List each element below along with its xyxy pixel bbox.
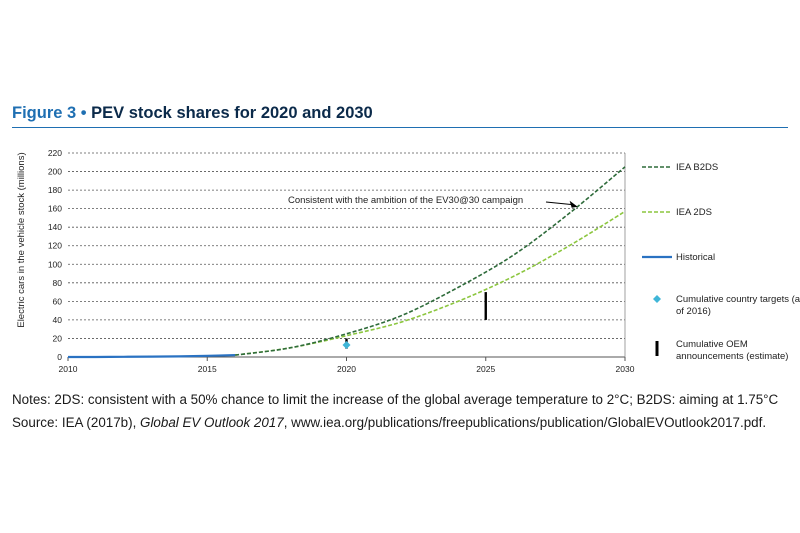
x-tick-label-2025: 2025: [476, 364, 495, 374]
series-line-iea-b2ds: [234, 166, 626, 356]
figure-number: Figure 3: [12, 104, 77, 122]
source-suffix: , www.iea.org/publications/freepublicati…: [283, 415, 767, 430]
legend-label-b2ds: IEA B2DS: [676, 162, 718, 173]
notes-text: Notes: 2DS: consistent with a 50% chance…: [12, 392, 779, 407]
y-tick-label-40: 40: [53, 315, 63, 325]
legend-label-historical: Historical: [676, 252, 715, 263]
country-target-marker-2020: [342, 340, 351, 349]
y-tick-label-60: 60: [53, 296, 63, 306]
y-tick-label-80: 80: [53, 278, 63, 288]
x-tick-label-2020: 2020: [337, 364, 356, 374]
series-line-iea-2ds: [234, 210, 626, 356]
y-tick-label-120: 120: [48, 241, 62, 251]
legend-label-oem-1: Cumulative OEM: [676, 339, 748, 350]
y-tick-label-140: 140: [48, 222, 62, 232]
source-prefix: Source: IEA (2017b),: [12, 415, 141, 430]
series-line-historical: [67, 354, 236, 359]
x-tick-label-2010: 2010: [59, 364, 78, 374]
legend-label-targets-1: Cumulative country targets (as: [676, 294, 800, 305]
marker-layer: [342, 292, 487, 349]
y-tick-label-0: 0: [57, 352, 62, 362]
y-tick-label-100: 100: [48, 259, 62, 269]
y-axis-label: Electric cars in the vehicle stock (mill…: [16, 152, 27, 327]
y-tick-label-160: 160: [48, 204, 62, 214]
pev-stock-chart: 0 20 40 60 80 100 120 140 160 180 200 220 2010 2015 20…: [16, 148, 800, 374]
legend: IEA B2DS IEA 2DS Historical Cumulative c…: [642, 162, 800, 362]
y-tick-label-20: 20: [53, 333, 63, 343]
x-tick-label-2015: 2015: [198, 364, 217, 374]
series-layer: [67, 166, 626, 359]
title-rule: [12, 127, 788, 128]
annotation: Consistent with the ambition of the EV30…: [288, 195, 578, 208]
annotation-text: Consistent with the ambition of the EV30…: [288, 195, 523, 206]
source-title: Global EV Outlook 2017: [140, 415, 284, 430]
annotation-arrow-line: [545, 201, 574, 206]
x-tick-label-2030: 2030: [616, 364, 635, 374]
grid-lines: [68, 152, 625, 339]
y-tick-label-200: 200: [48, 167, 62, 177]
axes: 0 20 40 60 80 100 120 140 160 180 200 220 2010 2015 20…: [48, 148, 635, 374]
legend-label-oem-2: announcements (estimate): [676, 351, 788, 362]
legend-label-2ds: IEA 2DS: [676, 207, 712, 218]
source-text: Source: IEA (2017b), Global EV Outlook 2…: [12, 415, 766, 430]
annotation-arrow-head: [569, 200, 578, 208]
figure-title: Figure 3 • PEV stock shares for 2020 and…: [12, 104, 373, 123]
y-tick-label-180: 180: [48, 185, 62, 195]
figure-title-text: PEV stock shares for 2020 and 2030: [91, 104, 373, 122]
figure-bullet: •: [80, 104, 87, 122]
legend-label-targets-2: of 2016): [676, 306, 711, 317]
legend-swatch-targets: [653, 295, 661, 303]
y-tick-label-220: 220: [48, 148, 62, 158]
